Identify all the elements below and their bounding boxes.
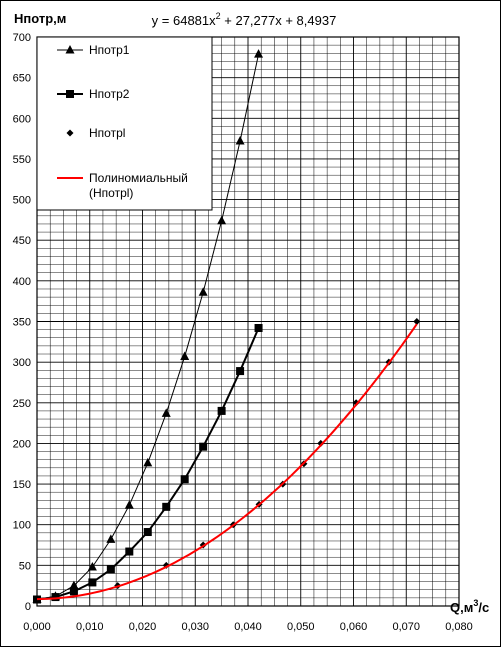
data-point	[236, 367, 245, 376]
y-tick-label: 450	[13, 235, 31, 247]
data-point	[254, 49, 264, 58]
data-point	[124, 500, 134, 509]
data-point	[317, 439, 325, 447]
legend-marker	[66, 129, 74, 137]
y-tick-label: 350	[13, 317, 31, 329]
x-axis-label: Q,м3/с	[450, 598, 489, 615]
legend-item: Hпотрl	[66, 126, 125, 140]
data-point	[106, 534, 116, 543]
legend-label: Hпотр2	[89, 87, 130, 101]
data-point	[33, 595, 41, 603]
trendline	[36, 323, 418, 601]
tick-labels: 0 50 100 150 200 250 300 350 400 450 500 550 600 650 7…	[13, 32, 473, 633]
series-layer	[32, 49, 421, 604]
y-tick-label: 250	[13, 398, 31, 410]
y-tick-label: 300	[13, 357, 31, 369]
series-4	[36, 323, 418, 601]
axes	[36, 36, 460, 607]
data-point	[217, 406, 226, 415]
data-point	[161, 408, 171, 417]
series-3	[33, 318, 421, 603]
series-2	[33, 324, 263, 604]
y-tick-label: 500	[13, 195, 31, 207]
data-point	[199, 442, 208, 451]
legend-item: Hпотр2	[57, 87, 130, 101]
data-point	[180, 475, 189, 484]
legend-item: Hпотр1	[57, 43, 130, 57]
data-point	[162, 502, 171, 511]
y-axis-label: Hпотр,м	[14, 11, 66, 26]
x-tick-label: 0,000	[23, 621, 51, 633]
y-tick-label: 150	[13, 479, 31, 491]
data-point	[51, 593, 60, 602]
data-point	[125, 547, 134, 556]
data-point	[180, 351, 190, 360]
legend-label: Полиномиальный (Hпотрl)	[89, 171, 188, 200]
y-tick-label: 700	[13, 32, 31, 44]
data-point	[87, 561, 97, 571]
data-point	[217, 215, 227, 225]
data-point	[198, 287, 208, 296]
legend-box	[36, 36, 213, 211]
legend-label: Hпотр1	[89, 43, 130, 57]
data-point	[88, 578, 97, 587]
legend: Hпотр1 Hпотр2 Hпотрl Полиномиальный (Hпотрl)	[36, 36, 213, 211]
x-tick-label: 0,010	[76, 621, 104, 633]
plot-area-border	[36, 36, 460, 607]
data-point	[143, 528, 152, 537]
y-tick-label: 0	[25, 601, 31, 613]
data-point	[413, 318, 421, 325]
y-tick-label: 400	[13, 276, 31, 288]
legend-marker	[65, 45, 75, 54]
legend-label: Hпотрl	[89, 126, 125, 140]
y-tick-label: 650	[13, 73, 31, 85]
y-tick-label: 50	[19, 560, 31, 572]
data-point	[106, 565, 115, 574]
x-tick-label: 0,030	[181, 621, 209, 633]
data-point	[69, 580, 79, 590]
x-tick-label: 0,050	[287, 621, 315, 633]
data-point	[69, 587, 78, 596]
x-tick-label: 0,040	[234, 621, 262, 633]
x-tick-label: 0,060	[340, 621, 368, 633]
x-tick-label: 0,080	[445, 621, 473, 633]
chart-title: y = 64881x2 + 27,277x + 8,4937	[152, 11, 337, 28]
data-point	[143, 457, 153, 467]
y-tick-label: 200	[13, 438, 31, 450]
legend-marker	[66, 90, 74, 98]
x-tick-label: 0,020	[129, 621, 157, 633]
x-tick-label: 0,070	[392, 621, 420, 633]
y-tick-label: 100	[13, 520, 31, 532]
y-tick-label: 550	[13, 154, 31, 166]
legend-item: Полиномиальный (Hпотрl)	[57, 171, 188, 200]
data-point	[235, 136, 245, 145]
y-tick-label: 600	[13, 113, 31, 125]
data-point	[254, 324, 263, 333]
